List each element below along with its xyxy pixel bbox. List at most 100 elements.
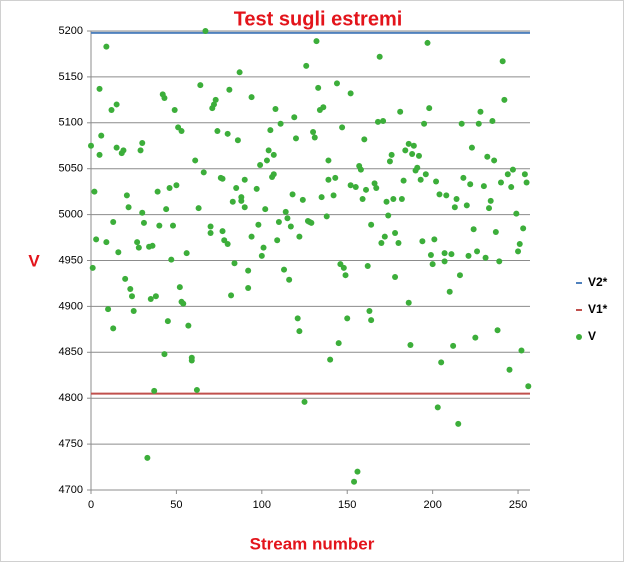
data-point (373, 184, 380, 191)
data-point (453, 195, 460, 202)
data-point (392, 274, 399, 281)
y-tick-label: 4850 (59, 346, 83, 358)
data-point (426, 105, 433, 112)
data-point (441, 258, 448, 265)
data-point (390, 195, 397, 202)
data-point (135, 244, 142, 251)
data-point (274, 237, 281, 244)
data-point (434, 404, 441, 411)
data-point (400, 177, 407, 184)
data-point (421, 120, 428, 127)
data-point (467, 181, 474, 188)
data-point (161, 95, 168, 102)
data-point (456, 272, 463, 279)
data-point (110, 325, 117, 332)
data-point (443, 192, 450, 199)
data-point (248, 94, 255, 101)
data-point (415, 152, 422, 159)
data-point (277, 120, 284, 127)
x-tick-label: 250 (509, 499, 527, 511)
data-point (263, 157, 270, 164)
data-point (313, 38, 320, 45)
data-point (504, 171, 511, 178)
data-point (359, 195, 366, 202)
data-point (140, 219, 147, 226)
data-point (409, 151, 416, 158)
data-point (245, 285, 252, 292)
data-point (219, 175, 226, 182)
y-tick-label: 4950 (59, 254, 83, 266)
data-point (188, 357, 195, 364)
data-point (366, 307, 373, 314)
data-point (253, 185, 260, 192)
data-point (294, 315, 301, 322)
data-point (115, 249, 122, 256)
data-point (134, 239, 141, 246)
data-point (521, 171, 528, 178)
data-point (446, 288, 453, 295)
data-point (171, 106, 178, 113)
data-point (257, 162, 264, 169)
data-point (347, 182, 354, 189)
y-axis-label: V (28, 251, 40, 270)
data-point (128, 293, 135, 300)
data-point (482, 254, 489, 261)
data-point (380, 117, 387, 124)
data-point (96, 151, 103, 158)
data-point (310, 128, 317, 135)
data-point (363, 186, 370, 193)
y-tick-label: 4900 (59, 300, 83, 312)
data-point (193, 386, 200, 393)
legend-label: V (588, 329, 596, 343)
data-point (448, 251, 455, 258)
y-tick-label: 5000 (59, 209, 83, 221)
data-point (470, 226, 477, 233)
data-point (296, 328, 303, 335)
data-point (127, 285, 134, 292)
data-point (163, 206, 170, 213)
y-tick-label: 5150 (59, 71, 83, 83)
data-point (376, 53, 383, 60)
data-point (270, 151, 277, 158)
data-point (475, 120, 482, 127)
data-point (385, 212, 392, 219)
data-point (185, 322, 192, 329)
data-point (474, 248, 481, 255)
data-point (108, 106, 115, 113)
data-point (173, 182, 180, 189)
data-point (98, 132, 105, 139)
data-point (320, 104, 327, 111)
data-point (103, 43, 110, 50)
data-point (486, 205, 493, 212)
data-point (371, 180, 378, 187)
data-point (501, 96, 508, 103)
data-point (429, 261, 436, 268)
data-point (489, 117, 496, 124)
legend-label: V1* (588, 302, 608, 316)
data-point (516, 240, 523, 247)
data-point (417, 176, 424, 183)
data-point (289, 191, 296, 198)
data-point (139, 209, 146, 216)
data-point (410, 142, 417, 149)
data-point (151, 387, 158, 394)
data-point (351, 478, 358, 485)
data-point (436, 191, 443, 198)
data-point (352, 184, 359, 191)
data-point (325, 176, 332, 183)
data-point (323, 213, 330, 220)
data-point (137, 147, 144, 154)
data-point (275, 218, 282, 225)
data-point (494, 327, 501, 334)
y-tick-label: 5050 (59, 163, 83, 175)
data-point (284, 215, 291, 222)
data-point (260, 244, 267, 251)
data-point (463, 202, 470, 209)
y-tick-label: 4800 (59, 392, 83, 404)
data-point (197, 82, 204, 89)
data-point (169, 222, 176, 229)
data-point (419, 238, 426, 245)
data-point (508, 184, 515, 191)
